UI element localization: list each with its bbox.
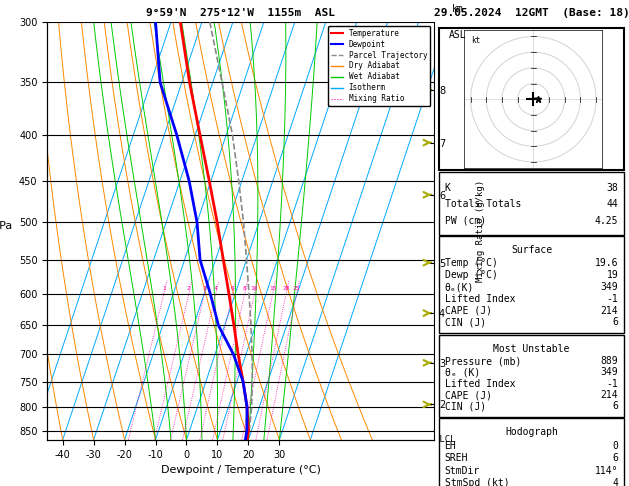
Text: -1: -1	[606, 294, 618, 304]
Text: StmDir: StmDir	[445, 466, 480, 476]
Text: CIN (J): CIN (J)	[445, 401, 486, 412]
Text: 2: 2	[187, 286, 191, 291]
Text: 4: 4	[613, 478, 618, 486]
Text: CIN (J): CIN (J)	[445, 317, 486, 328]
Bar	[439, 28, 624, 170]
Title: 29.05.2024  12GMT  (Base: 18): 29.05.2024 12GMT (Base: 18)	[433, 8, 629, 18]
Text: EH: EH	[445, 441, 457, 451]
Bar	[439, 236, 624, 333]
Bar	[439, 334, 624, 417]
Bar	[439, 418, 624, 486]
Text: Surface: Surface	[511, 245, 552, 256]
Text: 25: 25	[293, 286, 301, 291]
Text: 20: 20	[282, 286, 290, 291]
Text: 8: 8	[243, 286, 247, 291]
Text: 19: 19	[606, 270, 618, 280]
Text: 6: 6	[230, 286, 234, 291]
Y-axis label: hPa: hPa	[0, 221, 13, 231]
Text: 214: 214	[601, 306, 618, 316]
X-axis label: Dewpoint / Temperature (°C): Dewpoint / Temperature (°C)	[161, 465, 321, 475]
Text: Lifted Index: Lifted Index	[445, 294, 515, 304]
Text: K: K	[445, 183, 450, 193]
Text: 10: 10	[250, 286, 258, 291]
Legend: Temperature, Dewpoint, Parcel Trajectory, Dry Adiabat, Wet Adiabat, Isotherm, Mi: Temperature, Dewpoint, Parcel Trajectory…	[328, 26, 430, 106]
Text: 349: 349	[601, 367, 618, 378]
Text: Temp (°C): Temp (°C)	[445, 259, 498, 268]
Text: Hodograph: Hodograph	[505, 427, 558, 437]
Text: CAPE (J): CAPE (J)	[445, 306, 492, 316]
Text: Dewp (°C): Dewp (°C)	[445, 270, 498, 280]
Text: 6: 6	[613, 317, 618, 328]
Text: Lifted Index: Lifted Index	[445, 379, 515, 389]
Text: 4.25: 4.25	[595, 216, 618, 226]
Text: PW (cm): PW (cm)	[445, 216, 486, 226]
Text: Most Unstable: Most Unstable	[493, 344, 570, 354]
Text: θₑ(K): θₑ(K)	[445, 282, 474, 292]
Text: 0: 0	[613, 441, 618, 451]
Text: 38: 38	[606, 183, 618, 193]
Text: Mixing Ratio (g/kg): Mixing Ratio (g/kg)	[476, 180, 485, 282]
Text: 3: 3	[203, 286, 206, 291]
Text: -1: -1	[606, 379, 618, 389]
Text: Totals Totals: Totals Totals	[445, 199, 521, 209]
Text: 15: 15	[269, 286, 276, 291]
Text: 349: 349	[601, 282, 618, 292]
Text: Pressure (mb): Pressure (mb)	[445, 356, 521, 366]
Text: 44: 44	[606, 199, 618, 209]
Text: 4: 4	[214, 286, 218, 291]
Text: 1: 1	[162, 286, 165, 291]
Text: 114°: 114°	[595, 466, 618, 476]
Text: km: km	[452, 3, 464, 14]
Text: θₑ (K): θₑ (K)	[445, 367, 480, 378]
Bar	[439, 173, 624, 235]
Text: LCL: LCL	[434, 435, 455, 444]
Text: 214: 214	[601, 390, 618, 400]
Title: 9°59'N  275°12'W  1155m  ASL: 9°59'N 275°12'W 1155m ASL	[146, 8, 335, 18]
Text: 6: 6	[613, 453, 618, 463]
Text: SREH: SREH	[445, 453, 468, 463]
Text: ASL: ASL	[448, 30, 466, 40]
Text: 889: 889	[601, 356, 618, 366]
Text: StmSpd (kt): StmSpd (kt)	[445, 478, 509, 486]
Text: 19.6: 19.6	[595, 259, 618, 268]
Text: CAPE (J): CAPE (J)	[445, 390, 492, 400]
Text: 6: 6	[613, 401, 618, 412]
